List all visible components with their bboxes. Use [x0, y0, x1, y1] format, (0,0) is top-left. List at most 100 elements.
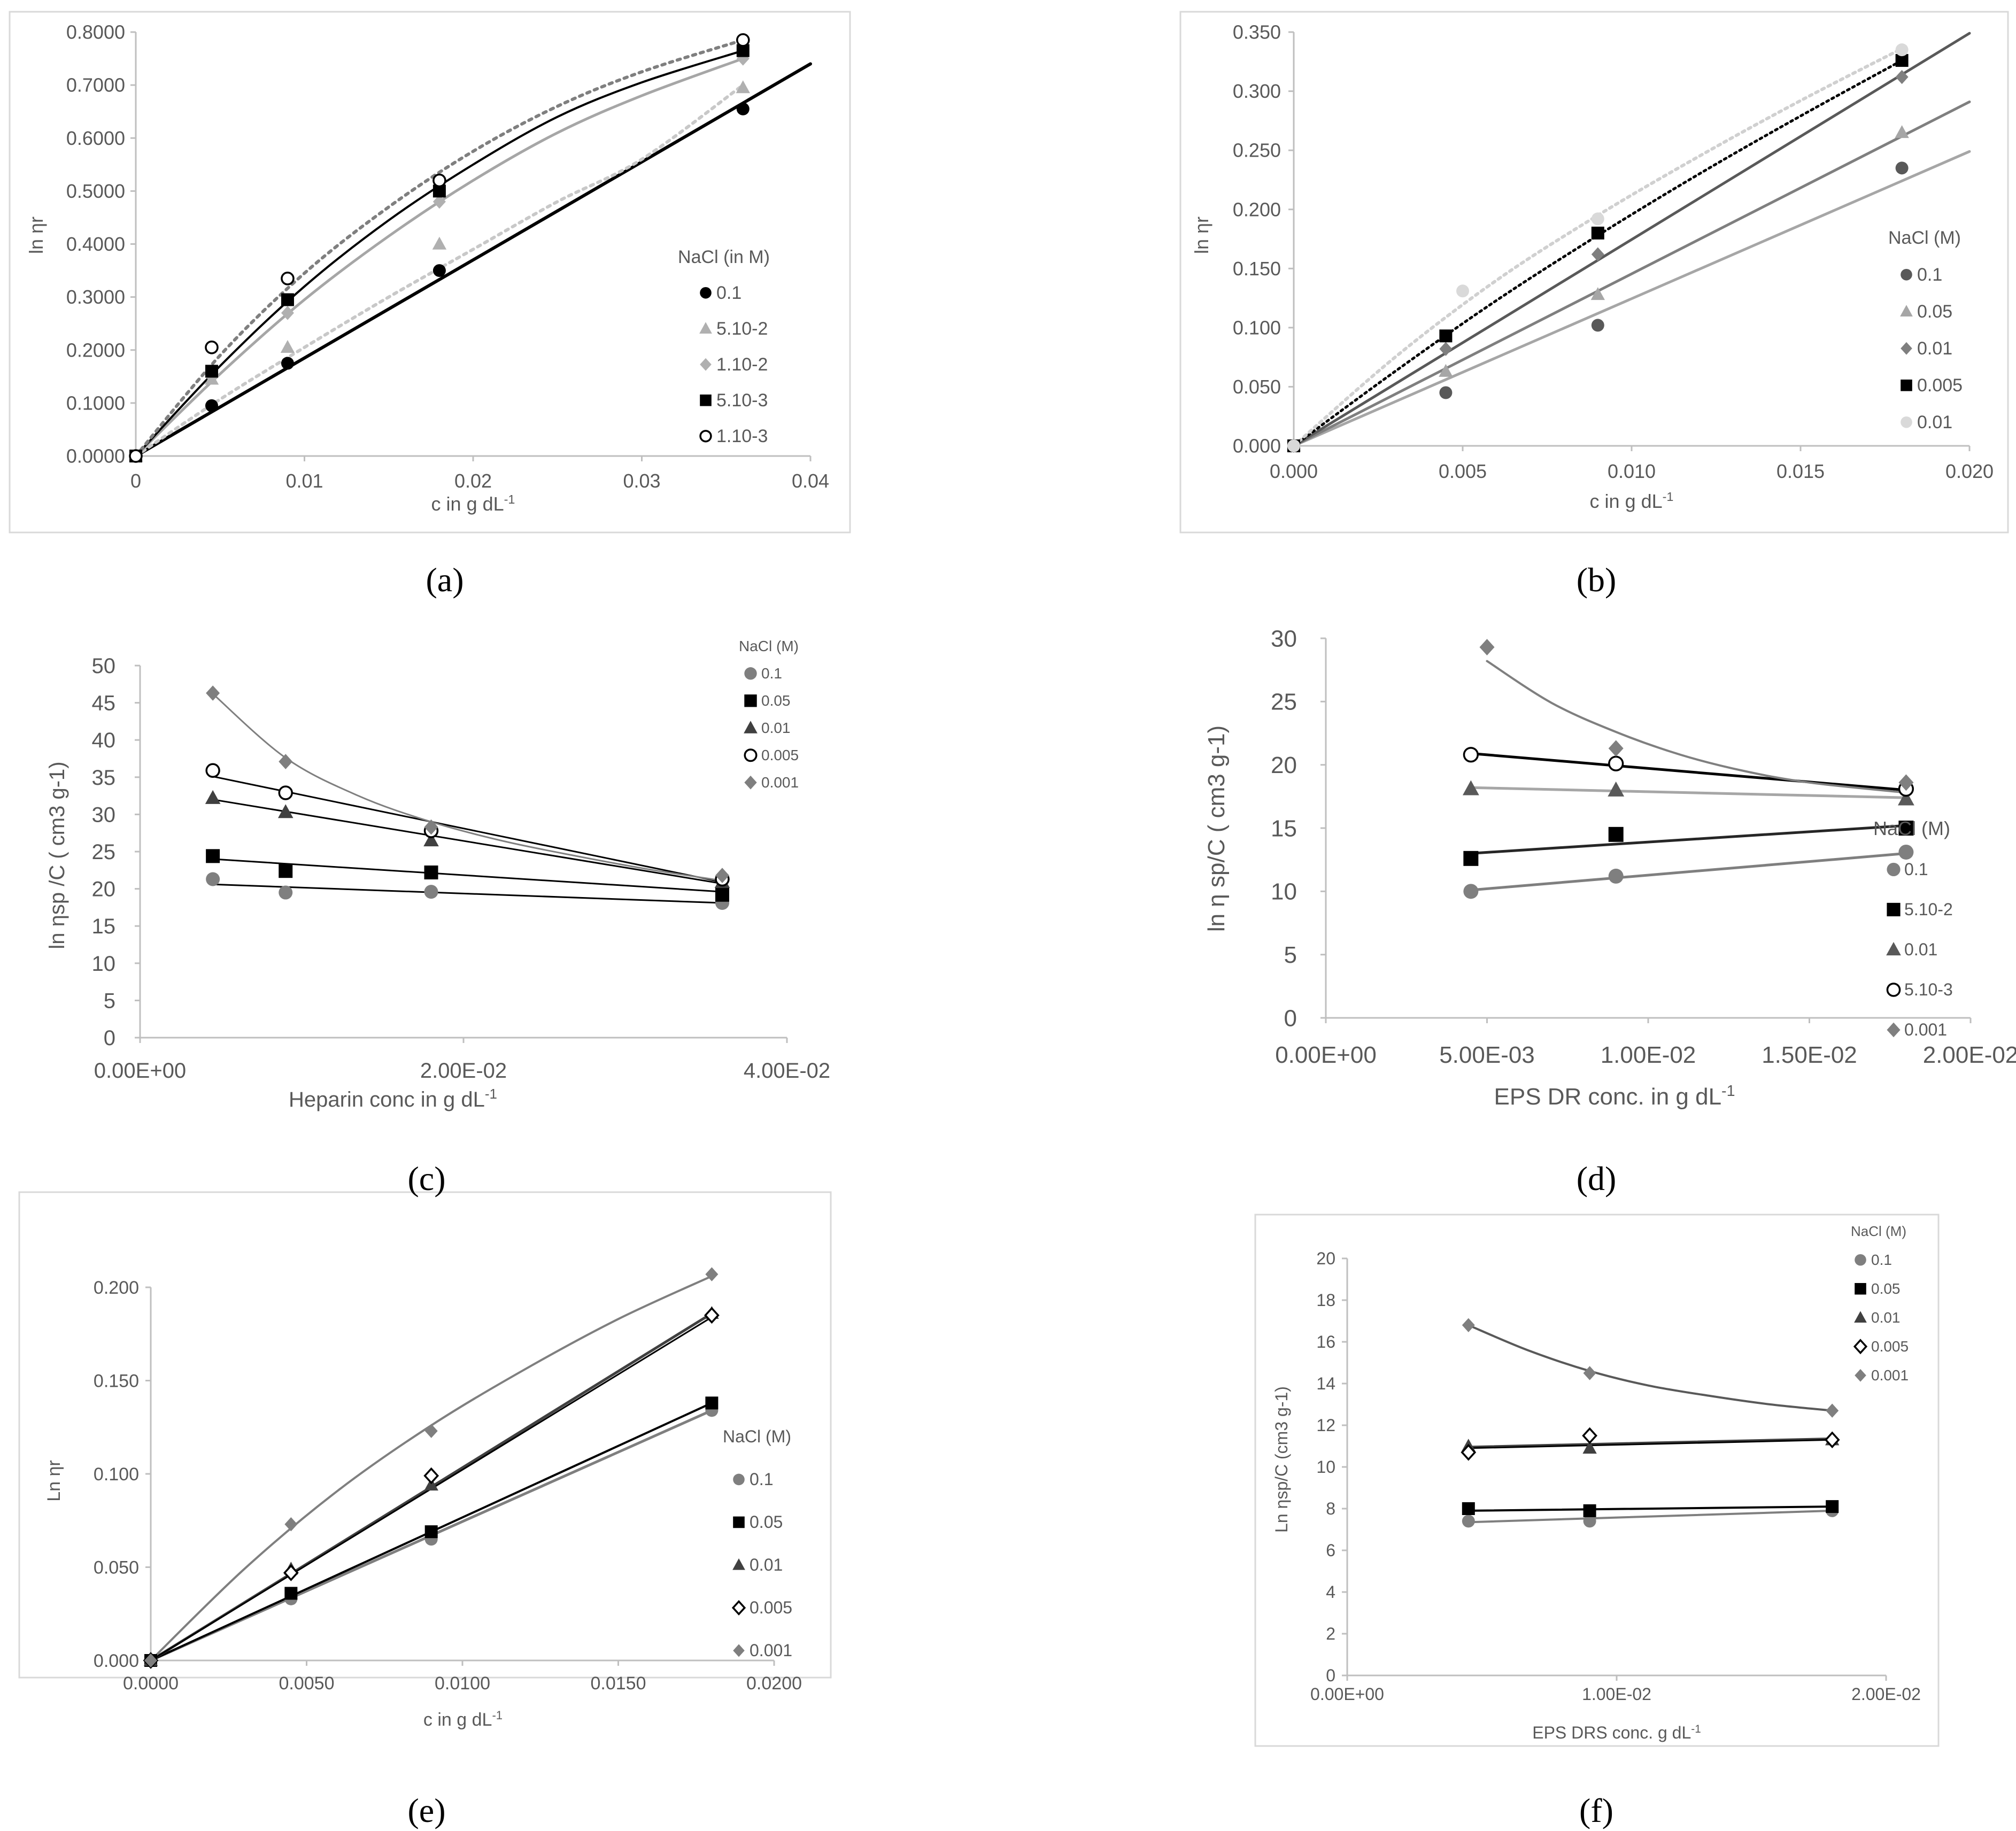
x-tick-label-d: 1.50E-02 — [1762, 1042, 1857, 1068]
data-point-d-s3 — [1608, 781, 1625, 797]
y-tick-label-c: 50 — [92, 654, 116, 678]
data-point-a-s2 — [280, 339, 295, 353]
legend-label-b-4: 0.005 — [1917, 375, 1963, 396]
data-point-c-s5 — [206, 685, 220, 701]
x-axis-title-f: EPS DRS conc. g dL-1 — [1532, 1723, 1701, 1743]
panel-label-c: (c) — [407, 1160, 445, 1198]
y-axis-title-d: ln η sp/C ( cm3 g-1) — [1203, 725, 1230, 932]
panel-label-f: (f) — [1579, 1791, 1613, 1829]
legend-label-d-2: 5.10-2 — [1904, 900, 1953, 919]
data-point-c-s3 — [205, 790, 221, 804]
x-tick-label-e: 0.0200 — [746, 1673, 802, 1694]
data-point-a-s5 — [281, 272, 295, 285]
legend-c: NaCl (M) 0.1 0.05 0.01 0.005 0.001 — [739, 638, 799, 791]
legend-label-e-5: 0.001 — [750, 1641, 792, 1660]
y-tick-label-f: 16 — [1316, 1332, 1335, 1351]
data-point-c-s5 — [279, 754, 293, 769]
data-point-d-s2 — [1463, 851, 1479, 866]
data-point-e-s5 — [284, 1517, 298, 1532]
legend-label-c-4: 0.005 — [761, 747, 799, 763]
y-tick-label-c: 5 — [104, 989, 115, 1013]
y-tick-label-e: 0.200 — [94, 1278, 139, 1298]
data-point-f-s2 — [1583, 1504, 1596, 1517]
x-tick-label-c: 4.00E-02 — [744, 1059, 830, 1083]
x-tick-label-c: 2.00E-02 — [420, 1059, 507, 1083]
x-tick-label-b: 0.000 — [1270, 460, 1318, 482]
legend-title-f: NaCl (M) — [1851, 1223, 1906, 1239]
data-point-a-s4 — [205, 365, 218, 378]
legend-label-e-4: 0.005 — [750, 1598, 792, 1617]
legend-marker-c-4 — [744, 748, 758, 762]
y-tick-label-c: 40 — [92, 729, 116, 752]
legend-marker-b-3 — [1901, 342, 1912, 355]
data-point-d-s1 — [1608, 868, 1624, 884]
data-point-b-s2 — [1439, 364, 1453, 377]
panel-label-a: (a) — [426, 561, 464, 599]
trendline-c-3 — [212, 799, 723, 885]
data-point-f-s5 — [1583, 1366, 1596, 1380]
data-point-f-s5 — [1462, 1318, 1475, 1332]
y-tick-label-b: 0.300 — [1233, 80, 1281, 102]
y-tick-label-e: 0.050 — [94, 1557, 139, 1578]
y-tick-label-f: 8 — [1326, 1499, 1335, 1518]
y-axis-title-a: ln ηr — [25, 217, 47, 254]
y-tick-label-f: 12 — [1316, 1416, 1335, 1435]
legend-label-a-3: 1.10-2 — [716, 354, 768, 375]
x-tick-label-e: 0.0150 — [591, 1673, 646, 1694]
legend-marker-a-4 — [700, 394, 712, 406]
y-tick-label-b: 0.100 — [1233, 316, 1281, 338]
trendline-a-1 — [134, 62, 812, 458]
legend-title-b: NaCl (M) — [1888, 228, 1961, 248]
panel-label-d: (d) — [1577, 1160, 1617, 1198]
y-tick-label-a: 0.5000 — [66, 180, 125, 202]
data-point-c-s2 — [206, 849, 220, 863]
legend-marker-e-4 — [731, 1600, 746, 1616]
legend-label-d-4: 5.10-3 — [1904, 980, 1953, 999]
y-tick-label-a: 0.0000 — [66, 445, 125, 467]
legend-label-b-1: 0.1 — [1917, 265, 1942, 285]
x-axis-title-e: c in g dL-1 — [423, 1709, 503, 1730]
data-point-b-s5 — [1591, 212, 1604, 226]
data-point-d-s1 — [1898, 844, 1914, 860]
data-point-e-s5 — [144, 1653, 157, 1668]
x-tick-label-d: 5.00E-03 — [1439, 1042, 1535, 1068]
legend-title-d: NaCl (M) — [1873, 817, 1950, 839]
legend-marker-a-1 — [700, 287, 712, 299]
y-tick-label-b: 0.000 — [1233, 435, 1281, 457]
y-tick-label-a: 0.2000 — [66, 339, 125, 361]
data-point-e-s4 — [283, 1564, 299, 1581]
data-point-b-s1 — [1439, 386, 1453, 399]
trendline-d-4 — [1469, 752, 1907, 792]
legend-label-c-1: 0.1 — [761, 665, 782, 682]
legend-marker-d-4 — [1886, 983, 1901, 997]
data-point-c-s2 — [279, 864, 293, 878]
legend-marker-c-2 — [744, 694, 757, 707]
y-tick-label-a: 0.6000 — [66, 127, 125, 149]
data-point-a-s3 — [281, 306, 294, 320]
legend-marker-f-5 — [1855, 1369, 1866, 1382]
data-point-b-s5 — [1456, 284, 1469, 298]
x-tick-label-d: 1.00E-02 — [1601, 1042, 1696, 1068]
legend-label-d-5: 0.001 — [1904, 1020, 1947, 1039]
legend-e: NaCl (M) 0.1 0.05 0.01 0.005 0.001 — [723, 1427, 792, 1660]
legend-label-e-1: 0.1 — [750, 1470, 773, 1489]
x-tick-label-f: 1.00E-02 — [1582, 1685, 1651, 1704]
x-tick-label-e: 0.0050 — [279, 1673, 335, 1694]
y-tick-label-e: 0.000 — [94, 1651, 139, 1671]
legend-marker-d-1 — [1887, 862, 1901, 877]
data-point-a-s2 — [432, 236, 447, 250]
x-tick-label-a: 0.04 — [792, 470, 829, 492]
data-point-e-s4 — [423, 1467, 439, 1485]
data-point-b-s3 — [1895, 69, 1909, 84]
panel-label-b: (b) — [1577, 561, 1617, 599]
trendline-f-2 — [1467, 1505, 1834, 1512]
x-tick-label-b: 0.015 — [1776, 460, 1825, 482]
legend-label-f-2: 0.05 — [1871, 1280, 1901, 1297]
y-tick-label-f: 2 — [1326, 1624, 1335, 1643]
data-point-a-s1 — [432, 264, 446, 277]
legend-label-a-2: 5.10-2 — [716, 319, 768, 339]
y-tick-label-b: 0.050 — [1233, 376, 1281, 398]
trendline-d-3 — [1469, 786, 1907, 799]
y-tick-label-d: 0 — [1284, 1005, 1297, 1031]
data-point-d-s1 — [1463, 884, 1479, 899]
